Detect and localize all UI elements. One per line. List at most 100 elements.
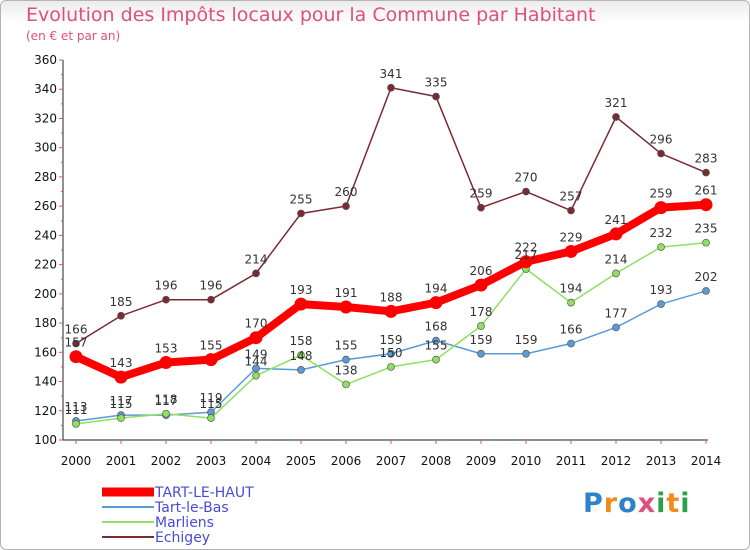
- data-label-tart-le-bas: 159: [470, 333, 493, 347]
- x-tick-label: 2005: [286, 454, 317, 468]
- data-label-tart-le-bas: 119: [200, 391, 223, 405]
- data-point-tart-le-bas: [657, 300, 665, 308]
- data-point-tart-le-bas: [432, 336, 440, 345]
- data-point-tart-le-haut: [429, 296, 443, 310]
- chart-title: Evolution des Impôts locaux pour la Comm…: [26, 4, 596, 26]
- data-label-marliens: 150: [380, 346, 403, 360]
- data-label-tart-le-haut: 170: [245, 317, 268, 331]
- data-label-tart-le-bas: 149: [245, 347, 268, 361]
- data-point-echigey: [117, 311, 125, 320]
- y-tick-label: 300: [34, 141, 57, 155]
- data-point-tart-le-bas: [612, 323, 620, 332]
- data-label-echigey: 196: [200, 279, 223, 293]
- data-label-tart-le-haut: 259: [650, 187, 673, 201]
- data-label-marliens: 158: [290, 334, 313, 348]
- data-point-tart-le-haut: [69, 350, 83, 364]
- data-label-tart-le-haut: 222: [515, 241, 538, 255]
- data-point-marliens: [657, 243, 665, 251]
- data-point-tart-le-bas: [567, 339, 575, 348]
- data-point-marliens: [117, 414, 125, 422]
- data-point-tart-le-haut: [294, 297, 308, 311]
- data-label-tart-le-bas: 193: [650, 283, 673, 297]
- x-tick-label: 2006: [331, 454, 362, 468]
- data-label-marliens: 155: [425, 339, 448, 353]
- data-point-echigey: [72, 339, 80, 348]
- data-point-tart-le-haut: [384, 304, 398, 318]
- data-label-tart-le-bas: 202: [695, 270, 718, 284]
- data-point-tart-le-haut: [249, 331, 263, 345]
- data-point-marliens: [387, 363, 395, 371]
- legend-label-tart-le-haut: TART-LE-HAUT: [154, 485, 254, 501]
- y-tick-label: 260: [34, 199, 57, 213]
- data-point-echigey: [702, 168, 710, 177]
- data-label-tart-le-haut: 155: [200, 339, 223, 353]
- data-label-echigey: 335: [425, 76, 448, 90]
- data-label-echigey: 321: [605, 96, 628, 110]
- data-point-marliens: [477, 322, 485, 330]
- data-label-marliens: 178: [470, 305, 493, 319]
- data-point-marliens: [702, 238, 710, 247]
- x-tick-label: 2003: [196, 454, 227, 468]
- data-point-echigey: [432, 92, 440, 101]
- data-label-tart-le-haut: 194: [425, 282, 448, 296]
- data-label-tart-le-haut: 193: [290, 283, 313, 297]
- data-label-tart-le-haut: 261: [695, 184, 718, 198]
- y-tick-label: 340: [34, 82, 57, 96]
- data-point-marliens: [432, 355, 440, 364]
- data-label-tart-le-bas: 166: [560, 323, 583, 337]
- legend-label-echigey: Echigey: [155, 530, 210, 546]
- y-tick-label: 220: [34, 258, 57, 272]
- data-point-echigey: [522, 187, 530, 196]
- chart-axes: 100 120 140 160 180 200 220 240 260 280 300 320 340 3…: [34, 53, 721, 468]
- logo-letter: t: [666, 488, 681, 519]
- legend-label-marliens: Marliens: [155, 515, 214, 531]
- data-label-marliens: 144: [245, 355, 268, 369]
- data-label-marliens: 214: [605, 252, 628, 266]
- data-point-tart-le-haut: [114, 370, 128, 384]
- data-label-tart-le-bas: 159: [380, 333, 403, 347]
- data-label-tart-le-bas: 155: [335, 339, 358, 353]
- x-tick-label: 2010: [511, 454, 542, 468]
- data-point-echigey: [567, 206, 575, 215]
- x-tick-label: 2007: [376, 454, 407, 468]
- x-tick-label: 2001: [106, 454, 137, 468]
- data-point-tart-le-haut: [204, 353, 218, 367]
- data-label-marliens: 111: [65, 403, 88, 417]
- data-point-echigey: [207, 295, 215, 304]
- data-label-echigey: 185: [110, 295, 133, 309]
- y-tick-label: 160: [34, 345, 57, 359]
- data-point-marliens: [612, 269, 620, 278]
- data-label-tart-le-haut: 157: [65, 336, 88, 350]
- data-label-tart-le-haut: 153: [155, 342, 178, 356]
- data-label-echigey: 255: [290, 192, 313, 206]
- data-point-tart-le-haut: [609, 227, 623, 241]
- x-tick-label: 2012: [601, 454, 632, 468]
- data-point-echigey: [297, 209, 305, 218]
- y-tick-label: 180: [34, 316, 57, 330]
- data-label-tart-le-bas: 177: [605, 306, 628, 320]
- data-point-echigey: [342, 202, 350, 211]
- data-point-marliens: [252, 371, 260, 380]
- data-label-tart-le-haut: 241: [605, 213, 628, 227]
- data-label-marliens: 138: [335, 363, 358, 377]
- data-point-echigey: [252, 269, 260, 278]
- data-label-echigey: 214: [245, 252, 268, 266]
- logo-letter: r: [603, 488, 619, 519]
- data-point-tart-le-haut: [654, 201, 668, 215]
- data-point-marliens: [162, 409, 170, 418]
- x-tick-label: 2002: [151, 454, 182, 468]
- data-label-tart-le-haut: 143: [110, 356, 133, 370]
- data-label-tart-le-haut: 206: [470, 264, 493, 278]
- x-tick-label: 2000: [61, 454, 92, 468]
- data-point-tart-le-bas: [522, 349, 530, 358]
- data-label-tart-le-bas: 159: [515, 333, 538, 347]
- data-label-tart-le-haut: 229: [560, 230, 583, 244]
- x-tick-label: 2008: [421, 454, 452, 468]
- data-point-marliens: [297, 351, 305, 360]
- data-point-tart-le-haut: [699, 198, 713, 212]
- data-label-echigey: 257: [560, 190, 583, 204]
- y-tick-label: 120: [34, 404, 57, 418]
- data-label-tart-le-haut: 188: [380, 290, 403, 304]
